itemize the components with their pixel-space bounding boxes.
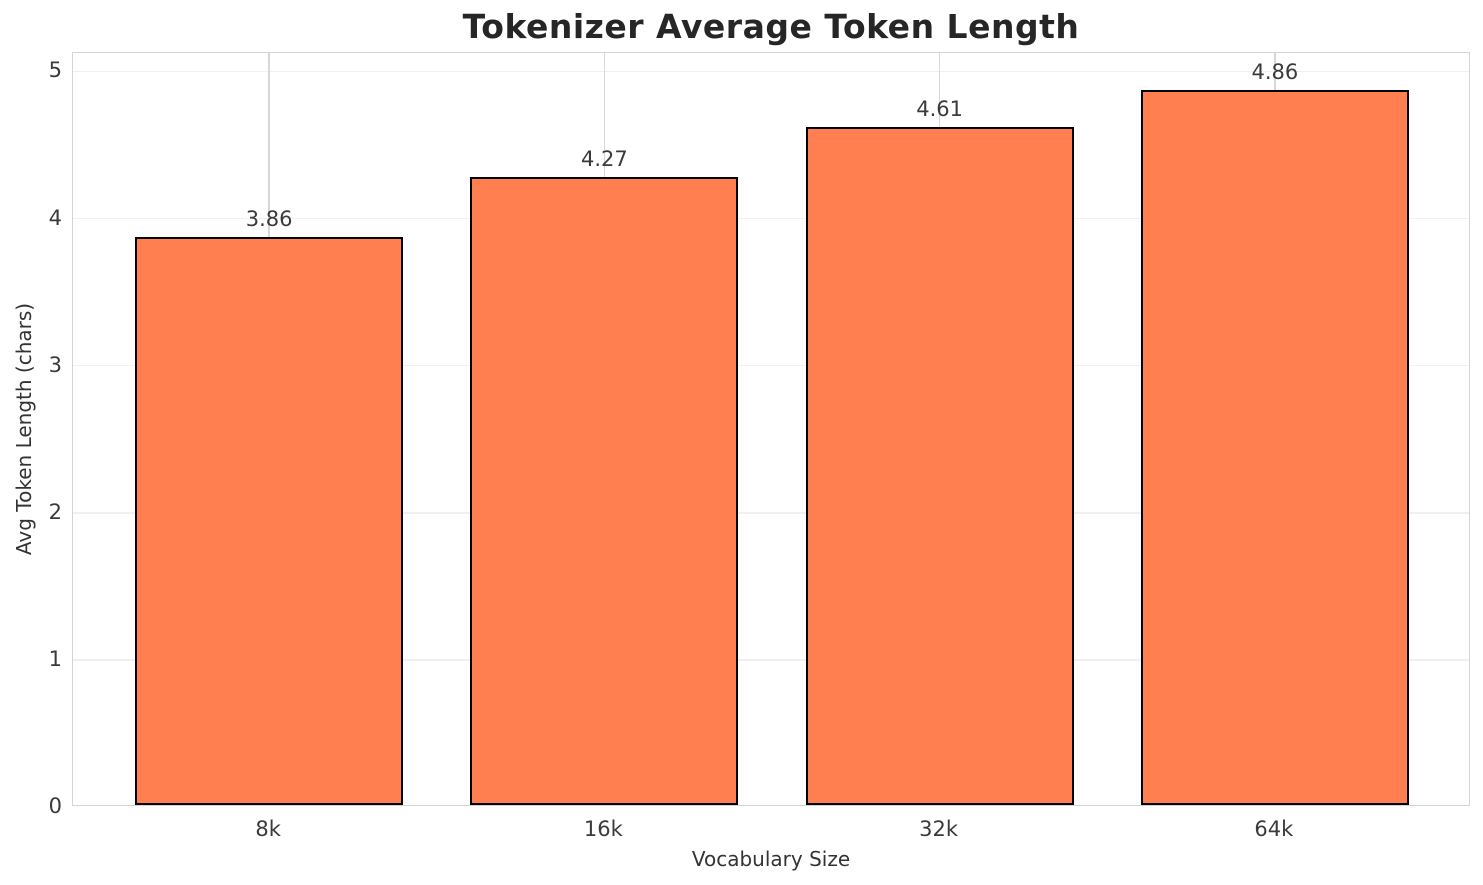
gridline-horizontal <box>73 364 1469 367</box>
x-tick-label: 8k <box>255 817 281 841</box>
x-axis-label: Vocabulary Size <box>691 847 851 871</box>
x-tick-label: 64k <box>1254 817 1294 841</box>
gridline-horizontal <box>73 70 1469 73</box>
x-tick-label: 32k <box>919 817 959 841</box>
bar-value-label: 4.61 <box>916 96 964 121</box>
x-tick-label: 16k <box>583 817 623 841</box>
bar-value-label: 4.27 <box>580 146 628 171</box>
bar-16k <box>470 176 739 805</box>
gridline-horizontal <box>73 659 1469 661</box>
y-tick-label: 5 <box>48 58 62 83</box>
y-axis-label: Avg Token Length (chars) <box>12 302 36 556</box>
y-tick-label: 3 <box>48 352 62 377</box>
y-tick-label: 0 <box>48 794 62 818</box>
y-tick-label: 2 <box>48 499 62 524</box>
bar-64k <box>1140 90 1409 805</box>
chart-title: Tokenizer Average Token Length <box>462 7 1080 46</box>
plot-area: 3.86 4.27 4.61 4.86 <box>72 52 1470 806</box>
y-tick-label: 1 <box>48 646 62 671</box>
bar-8k <box>135 237 404 805</box>
y-tick-label: 4 <box>48 205 62 230</box>
bar-32k <box>805 126 1074 805</box>
gridline-horizontal <box>73 217 1469 220</box>
bar-value-label: 4.86 <box>1251 60 1299 84</box>
bar-value-label: 3.86 <box>245 207 293 232</box>
gridline-horizontal <box>73 512 1469 514</box>
